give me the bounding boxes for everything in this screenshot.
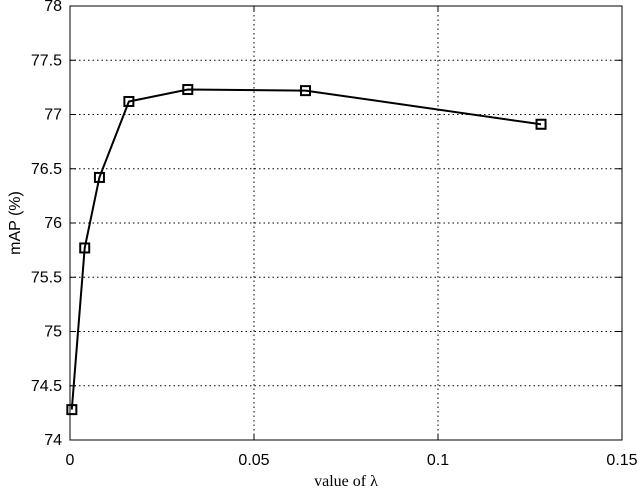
x-tick-labels: 0 0.05 0.1 0.15 xyxy=(66,452,638,469)
x-tick-label: 0.15 xyxy=(606,452,637,469)
data-point xyxy=(79,242,91,254)
x-tick-label: 0.1 xyxy=(427,452,449,469)
axis-ticks xyxy=(69,5,623,441)
y-tick-label: 74.5 xyxy=(31,378,62,395)
data-point xyxy=(182,84,194,96)
y-tick-label: 75 xyxy=(44,324,62,341)
y-axis-label: mAP (%) xyxy=(7,191,24,255)
y-tick-label: 76 xyxy=(44,215,62,232)
y-tick-label: 76.5 xyxy=(31,161,62,178)
data-point xyxy=(535,118,547,130)
x-tick-label: 0 xyxy=(66,452,75,469)
y-tick-label: 75.5 xyxy=(31,269,62,286)
data-point xyxy=(123,95,135,107)
series-line xyxy=(70,88,542,410)
data-point xyxy=(300,85,312,97)
y-tick-labels: 74 74.5 75 75.5 76 76.5 77 77.5 78 xyxy=(31,0,62,449)
data-point xyxy=(93,171,105,183)
grid-lines xyxy=(70,6,622,440)
y-tick-label: 78 xyxy=(44,0,62,15)
y-tick-label: 77 xyxy=(44,107,62,124)
series xyxy=(66,84,547,416)
y-tick-label: 74 xyxy=(44,432,62,449)
x-tick-label: 0.05 xyxy=(238,452,269,469)
data-point xyxy=(66,404,78,416)
y-tick-label: 77.5 xyxy=(31,52,62,69)
x-axis-label: value of λ xyxy=(314,473,378,490)
